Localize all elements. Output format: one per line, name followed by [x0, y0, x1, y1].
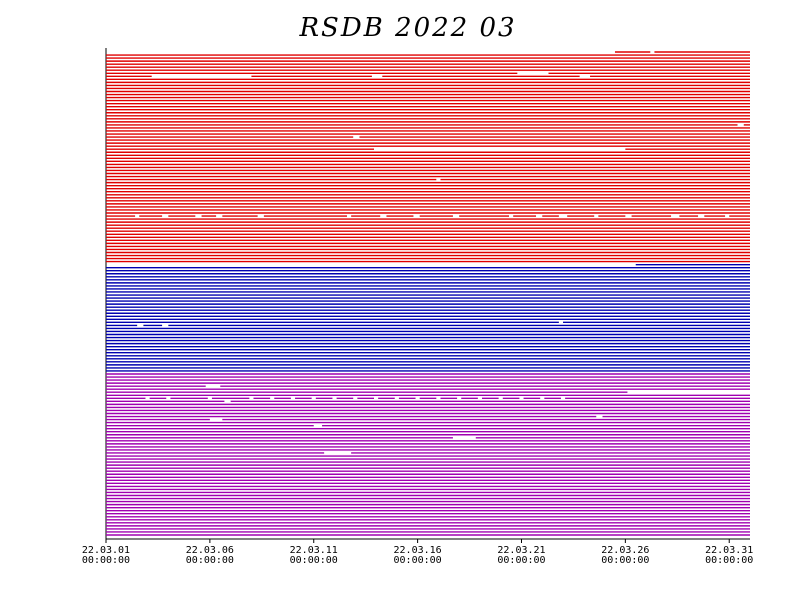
x-tick-label: 22.03.26 00:00:00: [601, 545, 649, 566]
x-tick-label: 22.03.06 00:00:00: [186, 545, 234, 566]
x-tick-label: 22.03.21 00:00:00: [497, 545, 545, 566]
x-tick-label: 22.03.11 00:00:00: [290, 545, 338, 566]
x-tick-label: 22.03.01 00:00:00: [82, 545, 130, 566]
x-tick-label: 22.03.16 00:00:00: [394, 545, 442, 566]
x-tick-label: 22.03.31 00:00:00: [705, 545, 753, 566]
chart-title: RSDB 2022 03: [298, 13, 516, 43]
